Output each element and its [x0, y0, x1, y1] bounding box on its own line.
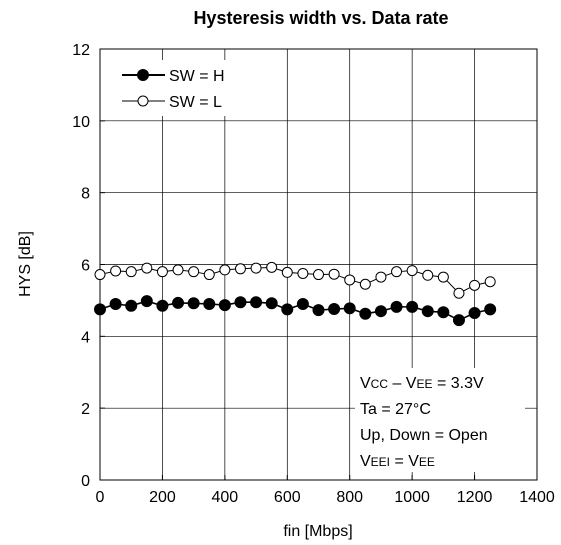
data-point-sw-l [203, 269, 215, 281]
data-point-sw-l [110, 265, 122, 277]
data-point-sw-l [437, 271, 449, 283]
legend-marker-sw-l [137, 95, 149, 107]
data-point-sw-l [328, 268, 340, 280]
data-point-sw-h [109, 298, 122, 311]
data-point-sw-l [266, 261, 278, 273]
data-point-sw-l [344, 274, 356, 286]
x-axis-label: fin [Mbps] [283, 523, 352, 540]
data-point-sw-l [219, 264, 231, 276]
data-point-sw-l [453, 287, 465, 299]
note-veei: VEEI = VEE [360, 453, 435, 470]
data-point-sw-h [374, 305, 387, 318]
y-tick-label: 12 [72, 42, 90, 59]
data-point-sw-h [296, 298, 309, 311]
data-point-sw-l [297, 267, 309, 279]
legend-label-sw-l: SW = L [169, 94, 222, 111]
data-point-sw-h [203, 298, 216, 311]
x-tick-label: 600 [274, 489, 301, 506]
data-point-sw-h [437, 306, 450, 319]
series-sw-h [94, 295, 497, 327]
data-point-sw-h [484, 303, 497, 316]
data-point-sw-h [265, 297, 278, 310]
data-point-sw-h [94, 303, 106, 316]
note-supply: VCC – VEE = 3.3V [360, 375, 484, 392]
data-point-sw-h [421, 305, 434, 318]
data-point-sw-h [140, 295, 153, 308]
x-tick-label: 800 [336, 489, 363, 506]
data-point-sw-h [281, 303, 294, 316]
data-point-sw-h [468, 306, 481, 319]
data-point-sw-l [359, 278, 371, 290]
data-point-sw-h [156, 299, 169, 312]
data-point-sw-h [328, 303, 341, 316]
y-tick-label: 0 [81, 473, 90, 490]
note-up-down: Up, Down = Open [360, 427, 488, 444]
data-point-sw-h [187, 297, 200, 310]
y-tick-label: 2 [81, 401, 90, 418]
data-point-sw-h [390, 300, 403, 313]
conditions-note: VCC – VEE = 3.3V Ta = 27°C Up, Down = Op… [355, 368, 525, 472]
y-tick-label: 8 [81, 186, 90, 203]
chart-title: Hysteresis width vs. Data rate [193, 8, 448, 28]
grid [100, 49, 537, 480]
data-point-sw-l [484, 276, 496, 288]
data-point-sw-h [125, 299, 138, 312]
data-point-sw-l [281, 266, 293, 278]
data-point-sw-l [125, 266, 137, 278]
y-axis-label: HYS [dB] [17, 231, 34, 297]
data-point-sw-h [172, 296, 185, 309]
data-point-sw-h [359, 307, 372, 320]
data-point-sw-h [452, 314, 465, 327]
data-point-sw-h [312, 304, 325, 317]
x-tick-label: 1400 [519, 489, 555, 506]
y-tick-label: 4 [81, 329, 90, 346]
data-point-sw-l [391, 266, 403, 278]
series-sw-l [94, 261, 496, 299]
y-tick-label: 10 [72, 114, 90, 131]
y-tick-label: 6 [81, 258, 90, 275]
x-tick-label: 1000 [394, 489, 430, 506]
x-tick-label: 0 [96, 489, 105, 506]
axis-ticks: 0 200 400 600 800 1000 1200 1400 0 2 4 6 8 10 12 [72, 42, 555, 506]
legend-marker-sw-h [137, 69, 149, 81]
data-point-sw-h [250, 296, 263, 309]
data-point-sw-h [234, 296, 247, 309]
x-tick-label: 1200 [457, 489, 493, 506]
legend: SW = H SW = L [116, 60, 248, 116]
data-point-sw-l [422, 269, 434, 281]
series-layer [94, 261, 497, 327]
conditions-box [355, 368, 525, 472]
legend-box [116, 60, 248, 116]
data-point-sw-l [375, 271, 387, 283]
data-point-sw-l [94, 269, 106, 281]
data-point-sw-h [218, 299, 231, 312]
data-point-sw-l [406, 265, 418, 277]
data-point-sw-l [156, 266, 168, 278]
data-point-sw-h [406, 300, 419, 313]
data-point-sw-l [172, 264, 184, 276]
data-point-sw-l [188, 266, 200, 278]
data-point-sw-h [343, 302, 356, 315]
legend-label-sw-h: SW = H [169, 68, 225, 85]
note-temperature: Ta = 27°C [360, 401, 431, 418]
data-point-sw-l [313, 269, 324, 281]
data-point-sw-l [141, 262, 153, 274]
x-tick-label: 400 [212, 489, 239, 506]
x-tick-label: 200 [149, 489, 176, 506]
data-point-sw-l [469, 279, 481, 291]
data-point-sw-l [250, 262, 262, 274]
data-point-sw-l [234, 263, 246, 275]
